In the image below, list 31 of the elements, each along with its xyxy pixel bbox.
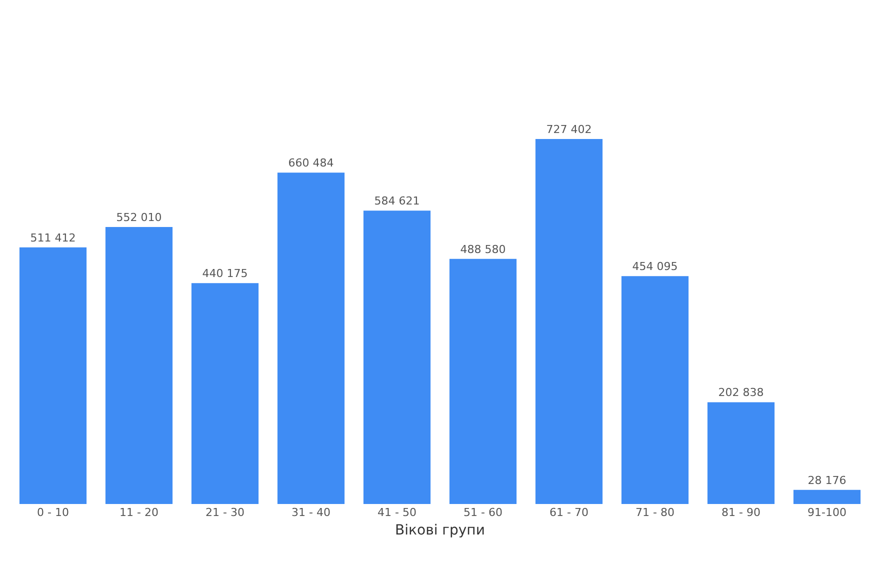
bar xyxy=(19,247,87,504)
data-label: 28 176 xyxy=(808,474,846,487)
x-tick-label: 91-100 xyxy=(808,506,846,519)
bar xyxy=(707,402,775,504)
bar xyxy=(535,139,603,504)
data-label: 552 010 xyxy=(116,211,162,224)
data-label: 511 412 xyxy=(30,231,76,244)
bar xyxy=(449,258,517,504)
x-tick-label: 21 - 30 xyxy=(206,506,244,519)
x-tick-label: 11 - 20 xyxy=(120,506,158,519)
x-axis-title: Вікові групи xyxy=(395,522,485,538)
bar xyxy=(277,172,345,504)
x-tick-label: 41 - 50 xyxy=(378,506,416,519)
bar xyxy=(793,490,861,504)
data-label: 584 621 xyxy=(374,194,420,208)
x-tick-label: 61 - 70 xyxy=(550,506,588,519)
data-label: 727 402 xyxy=(546,123,592,136)
x-tick-label: 31 - 40 xyxy=(292,506,330,519)
data-label: 202 838 xyxy=(718,386,764,400)
bar xyxy=(191,283,259,504)
data-label: 454 095 xyxy=(632,260,678,274)
x-tick-label: 0 - 10 xyxy=(37,506,69,519)
x-tick-label: 71 - 80 xyxy=(636,506,674,519)
bar xyxy=(105,227,173,504)
x-tick-label: 51 - 60 xyxy=(464,506,502,519)
bar xyxy=(621,276,689,504)
x-tick-label: 81 - 90 xyxy=(722,506,760,519)
data-label: 660 484 xyxy=(288,156,334,170)
data-label: 488 580 xyxy=(460,242,506,256)
bar xyxy=(363,210,431,504)
data-label: 440 175 xyxy=(202,267,248,280)
